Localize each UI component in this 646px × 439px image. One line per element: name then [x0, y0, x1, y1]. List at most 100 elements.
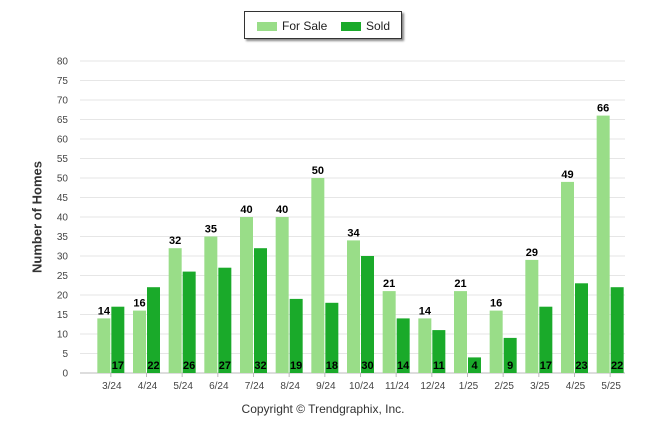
bar-for-sale-9	[418, 318, 432, 373]
data-label-for-sale-8: 21	[383, 278, 395, 290]
copyright-text: Copyright © Trendgraphix, Inc.	[241, 402, 405, 416]
bar-for-sale-10	[454, 291, 467, 373]
bar-sold-13	[575, 283, 588, 373]
x-tick-label-10: 1/25	[459, 381, 479, 392]
bar-for-sale-12	[525, 259, 539, 373]
bar-sold-9	[432, 330, 446, 373]
x-tick-label-12: 3/25	[530, 381, 550, 392]
y-tick-label-40: 40	[57, 213, 69, 224]
bar-for-sale-1	[133, 310, 146, 373]
data-label-sold-11: 9	[507, 360, 513, 372]
bar-sold-12	[539, 306, 553, 373]
bar-sold-2	[182, 271, 196, 373]
data-label-for-sale-5: 40	[276, 204, 288, 216]
data-label-sold-14: 22	[611, 360, 623, 372]
data-label-for-sale-0: 14	[98, 305, 111, 317]
bar-sold-14	[610, 287, 624, 373]
bar-sold-0	[111, 306, 125, 373]
y-tick-label-5: 5	[62, 349, 68, 360]
y-tick-label-10: 10	[57, 330, 69, 341]
bar-for-sale-11	[489, 310, 503, 373]
bar-sold-4	[254, 248, 267, 373]
y-tick-label-30: 30	[57, 252, 69, 263]
y-tick-label-60: 60	[57, 135, 69, 146]
bar-sold-5	[289, 298, 303, 373]
data-label-for-sale-3: 35	[205, 224, 217, 236]
data-label-sold-3: 27	[219, 360, 231, 372]
legend-swatch-for-sale	[257, 21, 277, 31]
y-axis-label: Number of Homes	[29, 161, 45, 273]
bar-sold-8	[396, 318, 410, 373]
bar-for-sale-8	[382, 291, 396, 373]
data-label-for-sale-12: 29	[526, 247, 538, 259]
y-tick-label-15: 15	[57, 310, 69, 321]
data-label-sold-9: 11	[433, 360, 445, 372]
bar-for-sale-0	[97, 318, 111, 373]
x-tick-label-2: 5/24	[173, 381, 193, 392]
data-label-sold-0: 17	[112, 360, 124, 372]
bar-for-sale-14	[596, 115, 610, 373]
bar-for-sale-5	[275, 217, 289, 373]
y-tick-label-0: 0	[62, 369, 68, 380]
y-tick-label-20: 20	[57, 291, 69, 302]
data-label-sold-8: 14	[397, 360, 410, 372]
data-label-for-sale-14: 66	[597, 103, 609, 115]
x-tick-label-6: 9/24	[316, 381, 336, 392]
x-tick-label-13: 4/25	[566, 381, 586, 392]
legend-label-for-sale: For Sale	[282, 19, 328, 33]
y-tick-label-75: 75	[57, 76, 69, 87]
legend-label-sold: Sold	[366, 19, 391, 33]
x-tick-label-5: 8/24	[280, 381, 300, 392]
data-label-for-sale-2: 32	[169, 235, 181, 247]
data-label-for-sale-10: 21	[454, 278, 466, 290]
legend-swatch-sold	[341, 21, 361, 31]
y-tick-label-65: 65	[57, 115, 69, 126]
bar-sold-3	[218, 267, 232, 373]
y-tick-label-50: 50	[57, 174, 69, 185]
legend: For Sale Sold	[244, 11, 402, 39]
x-tick-label-3: 6/24	[209, 381, 229, 392]
data-label-for-sale-11: 16	[490, 298, 502, 310]
bar-for-sale-6	[311, 178, 325, 373]
x-tick-label-0: 3/24	[102, 381, 122, 392]
bar-sold-6	[325, 302, 339, 373]
data-label-sold-7: 30	[361, 360, 373, 372]
bar-sold-10	[468, 357, 481, 373]
bar-for-sale-7	[347, 240, 360, 373]
x-tick-label-7: 10/24	[349, 381, 374, 392]
data-label-for-sale-13: 49	[561, 169, 573, 181]
data-label-for-sale-9: 14	[419, 305, 432, 317]
data-label-sold-4: 32	[254, 360, 266, 372]
data-label-sold-13: 23	[575, 360, 587, 372]
y-tick-label-70: 70	[57, 96, 69, 107]
y-tick-label-55: 55	[57, 154, 69, 165]
legend-item-for-sale: For Sale	[257, 19, 327, 33]
bar-for-sale-3	[204, 236, 218, 373]
x-tick-label-8: 11/24	[385, 381, 410, 392]
data-label-sold-5: 19	[290, 360, 302, 372]
legend-item-sold: Sold	[341, 19, 390, 33]
bar-for-sale-2	[168, 248, 182, 373]
data-label-sold-2: 26	[183, 360, 195, 372]
y-tick-label-25: 25	[57, 271, 69, 282]
y-tick-label-35: 35	[57, 232, 69, 243]
data-label-sold-10: 4	[471, 360, 478, 372]
data-label-for-sale-1: 16	[133, 298, 145, 310]
bar-sold-11	[503, 337, 517, 373]
data-label-for-sale-4: 40	[240, 204, 252, 216]
data-label-sold-12: 17	[540, 360, 552, 372]
data-label-for-sale-7: 34	[347, 227, 360, 239]
y-tick-label-80: 80	[57, 57, 69, 68]
bar-sold-7	[361, 256, 374, 373]
x-tick-label-9: 12/24	[420, 381, 445, 392]
x-tick-label-4: 7/24	[245, 381, 265, 392]
y-tick-label-45: 45	[57, 193, 69, 204]
x-tick-label-14: 5/25	[601, 381, 621, 392]
data-label-for-sale-6: 50	[312, 165, 324, 177]
x-tick-label-1: 4/24	[138, 381, 158, 392]
data-label-sold-1: 22	[147, 360, 159, 372]
bar-for-sale-13	[561, 181, 574, 373]
bar-for-sale-4	[240, 217, 253, 373]
